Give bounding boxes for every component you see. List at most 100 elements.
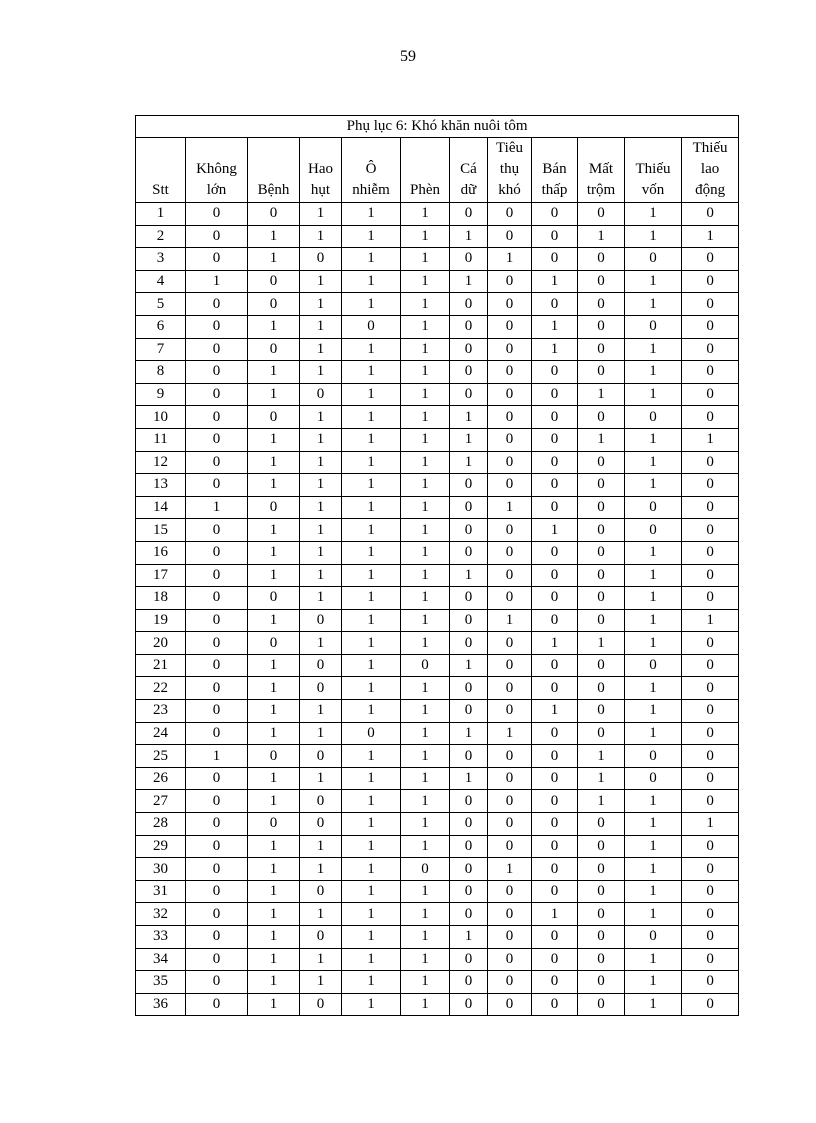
table-cell: 0 bbox=[185, 676, 248, 701]
table-row: 21 0 1 0 1 0 1 0 0 0 0 0 bbox=[135, 653, 740, 678]
table-row: 11 0 1 1 1 1 1 0 0 1 1 1 bbox=[135, 427, 740, 452]
table-cell: 0 bbox=[624, 518, 682, 542]
table-cell: 1 bbox=[247, 224, 300, 249]
table-cell: 0 bbox=[531, 224, 578, 249]
column-header-line: Mất bbox=[588, 161, 614, 177]
table-cell: 1 bbox=[449, 269, 488, 294]
row-index-cell: 29 bbox=[135, 834, 186, 859]
table-cell: 1 bbox=[531, 269, 578, 294]
table-cell: 0 bbox=[487, 473, 532, 497]
row-index-cell: 33 bbox=[135, 925, 186, 949]
table-row: 13 0 1 1 1 1 0 0 0 0 1 0 bbox=[135, 473, 740, 497]
table-cell: 1 bbox=[299, 721, 342, 746]
table-cell: 1 bbox=[680, 427, 740, 452]
table-row: 30 0 1 1 1 0 0 1 0 0 1 0 bbox=[135, 857, 740, 881]
table-cell: 1 bbox=[247, 314, 300, 339]
table-cell: 0 bbox=[680, 992, 740, 1017]
table-cell: 0 bbox=[680, 970, 740, 994]
table-cell: 1 bbox=[400, 970, 450, 994]
column-header-line: Thiếu bbox=[692, 140, 728, 156]
column-header-line: trộm bbox=[586, 182, 616, 198]
table-cell: 1 bbox=[624, 586, 682, 610]
table-cell: 1 bbox=[247, 970, 300, 994]
table-row: 33 0 1 0 1 1 1 0 0 0 0 0 bbox=[135, 925, 740, 949]
table-cell: 1 bbox=[341, 766, 401, 791]
table-cell: 1 bbox=[341, 224, 401, 249]
table-cell: 0 bbox=[577, 676, 625, 701]
table-row: 35 0 1 1 1 1 0 0 0 0 1 0 bbox=[135, 970, 740, 994]
table-cell: 1 bbox=[341, 834, 401, 859]
table-cell: 1 bbox=[341, 608, 401, 633]
table-cell: 0 bbox=[299, 812, 342, 836]
table-cell: 0 bbox=[341, 314, 401, 339]
table-cell: 0 bbox=[577, 292, 625, 316]
table-cell: 1 bbox=[531, 699, 578, 723]
column-header-line: Thiếu bbox=[635, 161, 671, 177]
table-cell: 0 bbox=[531, 789, 578, 814]
table-cell: 0 bbox=[449, 879, 488, 904]
table-cell: 0 bbox=[449, 518, 488, 542]
table-cell: 1 bbox=[680, 224, 740, 249]
table-cell: 0 bbox=[400, 653, 450, 678]
table-cell: 1 bbox=[531, 337, 578, 362]
table-cell: 1 bbox=[299, 857, 342, 881]
table-cell: 0 bbox=[299, 247, 342, 271]
table-cell: 0 bbox=[185, 292, 248, 316]
table-cell: 1 bbox=[400, 495, 450, 520]
table-cell: 0 bbox=[531, 247, 578, 271]
table-row: 32 0 1 1 1 1 0 0 1 0 1 0 bbox=[135, 902, 740, 926]
table-cell: 1 bbox=[400, 586, 450, 610]
table-row: 28 0 0 0 1 1 0 0 0 0 1 1 bbox=[135, 812, 740, 836]
table-cell: 1 bbox=[400, 405, 450, 429]
table-cell: 0 bbox=[185, 540, 248, 565]
table-cell: 0 bbox=[680, 360, 740, 384]
table-cell: 0 bbox=[487, 676, 532, 701]
table-cell: 1 bbox=[247, 360, 300, 384]
table-cell: 0 bbox=[487, 314, 532, 339]
table-cell: 0 bbox=[680, 676, 740, 701]
table-cell: 0 bbox=[449, 360, 488, 384]
row-index-cell: 4 bbox=[135, 269, 186, 294]
table-cell: 0 bbox=[531, 676, 578, 701]
table-cell: 1 bbox=[400, 314, 450, 339]
table-cell: 0 bbox=[487, 292, 532, 316]
table-cell: 1 bbox=[341, 676, 401, 701]
column-header-line: thụ bbox=[499, 161, 520, 177]
table-cell: 1 bbox=[341, 473, 401, 497]
table-cell: 0 bbox=[449, 292, 488, 316]
table-cell: 1 bbox=[247, 721, 300, 746]
table-cell: 0 bbox=[680, 653, 740, 678]
table-cell: 1 bbox=[341, 563, 401, 588]
table-cell: 0 bbox=[299, 992, 342, 1017]
table-cell: 1 bbox=[624, 473, 682, 497]
table-cell: 1 bbox=[247, 766, 300, 791]
row-index-cell: 8 bbox=[135, 360, 186, 384]
row-index-cell: 30 bbox=[135, 857, 186, 881]
table-cell: 1 bbox=[299, 314, 342, 339]
row-index-cell: 3 bbox=[135, 247, 186, 271]
table-cell: 0 bbox=[680, 518, 740, 542]
table-cell: 1 bbox=[400, 947, 450, 972]
table-cell: 0 bbox=[299, 382, 342, 407]
row-index-cell: 10 bbox=[135, 405, 186, 429]
table-cell: 0 bbox=[487, 631, 532, 655]
table-cell: 1 bbox=[531, 518, 578, 542]
column-header: Không lớn bbox=[185, 137, 248, 203]
table-cell: 0 bbox=[449, 744, 488, 768]
table-cell: 1 bbox=[299, 586, 342, 610]
row-index-cell: 15 bbox=[135, 518, 186, 542]
table-cell: 1 bbox=[247, 992, 300, 1017]
table-cell: 1 bbox=[400, 247, 450, 271]
table-cell: 0 bbox=[577, 608, 625, 633]
table-cell: 0 bbox=[487, 450, 532, 475]
table-cell: 1 bbox=[400, 834, 450, 859]
column-header-line: Bán bbox=[542, 161, 567, 177]
table-cell: 0 bbox=[487, 360, 532, 384]
table-cell: 1 bbox=[247, 699, 300, 723]
table-cell: 0 bbox=[449, 676, 488, 701]
column-header-line: động bbox=[695, 182, 726, 198]
table-cell: 0 bbox=[247, 405, 300, 429]
column-header: Thiếu lao động bbox=[680, 137, 740, 203]
